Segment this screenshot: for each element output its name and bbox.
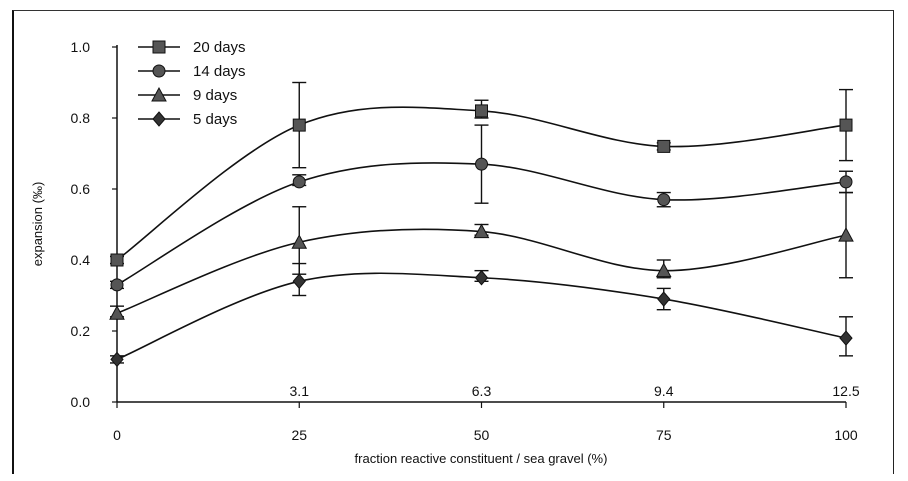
series-14-days xyxy=(110,124,853,292)
data-point xyxy=(292,273,306,290)
data-point xyxy=(473,223,490,239)
legend-item: 9 days xyxy=(138,86,237,104)
data-point xyxy=(110,351,124,368)
legend-item: 14 days xyxy=(138,63,246,80)
axes: 0.0 0.2 0.4 0.6 0.8 1.0 0 25 50 75 100 3.1 6.3 9.4 12.… xyxy=(71,39,860,443)
y-tick-label: 1.0 xyxy=(71,39,91,55)
y-tick-label: 0.6 xyxy=(71,181,91,197)
legend-label: 9 days xyxy=(193,87,237,104)
secondary-x-tick-label: 3.1 xyxy=(290,383,310,399)
data-point xyxy=(291,234,308,249)
legend-label: 5 days xyxy=(193,111,237,128)
series-layer xyxy=(109,81,854,368)
x-tick-label: 25 xyxy=(291,427,307,443)
series-line xyxy=(116,272,847,361)
secondary-x-tick-label: 6.3 xyxy=(472,383,492,399)
data-point xyxy=(152,40,166,54)
data-point xyxy=(110,278,124,292)
series-20-days xyxy=(110,81,853,267)
series-9-days xyxy=(109,191,854,320)
y-tick-label: 0.4 xyxy=(71,252,91,268)
data-point xyxy=(292,175,306,189)
data-point xyxy=(152,64,166,78)
data-point xyxy=(655,262,672,278)
data-point xyxy=(838,227,854,242)
x-axis-label: fraction reactive constituent / sea grav… xyxy=(355,451,608,466)
secondary-x-tick-label: 9.4 xyxy=(654,383,674,399)
y-axis-label: expansion (‰) xyxy=(30,182,45,267)
x-tick-label: 75 xyxy=(656,427,672,443)
data-point xyxy=(657,139,671,153)
data-point xyxy=(839,175,853,189)
data-point xyxy=(110,253,124,267)
legend: 20 days 14 days 9 days 5 days xyxy=(138,39,246,128)
data-point xyxy=(657,291,671,307)
legend-label: 20 days xyxy=(193,39,246,56)
legend-label: 14 days xyxy=(193,63,246,80)
y-tick-label: 0.2 xyxy=(71,323,91,339)
data-point xyxy=(839,118,853,132)
y-tick-label: 0.8 xyxy=(71,110,91,126)
data-point xyxy=(839,330,853,346)
data-point xyxy=(657,193,671,207)
x-tick-label: 100 xyxy=(834,427,858,443)
legend-item: 5 days xyxy=(138,111,237,128)
chart-frame xyxy=(12,10,894,474)
legend-item: 20 days xyxy=(138,39,246,56)
x-tick-label: 0 xyxy=(113,427,121,443)
data-point xyxy=(292,118,306,132)
data-point xyxy=(109,305,125,320)
secondary-x-tick-label: 12.5 xyxy=(832,383,859,399)
data-point xyxy=(152,111,166,127)
x-tick-label: 50 xyxy=(474,427,490,443)
data-point xyxy=(475,157,488,171)
data-point xyxy=(475,104,488,118)
y-tick-label: 0.0 xyxy=(71,394,91,410)
data-point xyxy=(151,86,167,102)
data-point xyxy=(474,269,489,286)
series-5-days xyxy=(110,262,853,368)
